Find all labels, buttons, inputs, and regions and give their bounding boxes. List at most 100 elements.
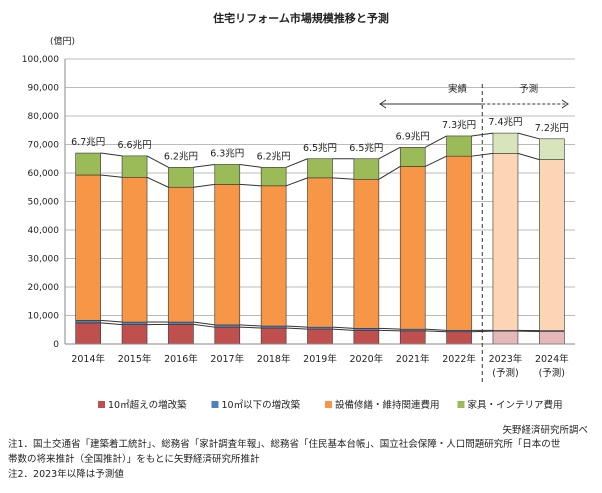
x-tick-label: 2017年 [210, 353, 244, 365]
total-label: 7.4兆円 [488, 117, 522, 128]
y-tick-label: 0 [53, 340, 59, 350]
x-tick-sublabel: (予測) [539, 367, 565, 379]
series-connector-line [100, 152, 123, 157]
bar-segment [446, 135, 472, 157]
series-connector-line [378, 329, 401, 332]
legend-swatch [325, 401, 332, 408]
x-tick-label: 2015年 [118, 353, 152, 365]
total-label: 6.9兆円 [396, 131, 430, 142]
series-connector-line [425, 330, 447, 333]
y-tick-label: 20,000 [28, 283, 60, 293]
total-label: 6.2兆円 [164, 151, 198, 162]
bar-segment [260, 327, 287, 345]
x-tick-label: 2023年 [489, 353, 523, 365]
source-text: 矢野経済研究所調べ [502, 425, 588, 436]
legend-label: 10㎡超えの増改築 [108, 399, 187, 411]
bar-segment [307, 177, 333, 328]
bar-segment [307, 328, 333, 345]
bar-segment [539, 331, 565, 345]
legend-label: 家具・インテリア費用 [468, 399, 563, 411]
note-1: 注1．国土交通省「建築着工統計」、総務省「家計調査年報」、総務省「住民基本台帳」… [8, 439, 561, 450]
bar-segment [75, 152, 101, 176]
bar-segment [539, 159, 565, 331]
series-connector-line [285, 158, 308, 168]
series-connector-line [193, 163, 215, 168]
bar-segment [353, 330, 380, 345]
bar-segment [121, 324, 148, 345]
x-tick-label: 2020年 [350, 353, 384, 365]
y-tick-label: 100,000 [22, 55, 59, 65]
series-connector-line [239, 324, 262, 327]
series-connector-line [286, 325, 308, 328]
legend-swatch [211, 401, 219, 408]
series-connector-line [100, 174, 123, 178]
bar-segment [168, 324, 194, 345]
series-connector-line [239, 163, 262, 168]
bar-segment [214, 326, 241, 345]
actual-annotation: 実績 [448, 83, 468, 95]
bar-segment [121, 155, 148, 178]
series-connector-line [239, 326, 262, 329]
total-label: 6.2兆円 [257, 151, 291, 162]
series-connector-line [332, 328, 354, 331]
bar-segment [353, 158, 380, 180]
bar-segment [399, 330, 426, 345]
bar-segment [399, 147, 426, 167]
forecast-annotation: 予測 [519, 83, 538, 95]
bar-segment [399, 166, 426, 330]
legend-swatch [98, 401, 105, 408]
series-connector-line [146, 155, 169, 168]
bar-segment [353, 178, 380, 329]
bar-segment [75, 174, 101, 321]
series-connector-line [100, 322, 123, 326]
series-connector-line [239, 183, 262, 187]
bar-segment [75, 320, 101, 324]
bar-segment [492, 132, 519, 154]
series-connector-line [332, 177, 354, 180]
bar-segment [214, 164, 241, 185]
arrow-left-icon [379, 99, 387, 109]
bar-segment [492, 153, 519, 331]
series-connector-line [193, 321, 215, 326]
legend-label: 10㎡以下の増改築 [222, 399, 301, 411]
series-connector-line [100, 319, 123, 323]
bar-segment [446, 331, 472, 345]
legend-label: 設備修繕・維持関連費用 [335, 399, 440, 411]
y-axis-label: (億円) [50, 35, 75, 47]
series-connector-line [424, 135, 447, 148]
arrow-right-icon [561, 99, 569, 109]
note-3: 注2．2023年以降は予測値 [8, 469, 124, 480]
series-connector-line [425, 328, 447, 331]
total-label: 7.2兆円 [535, 123, 569, 134]
y-tick-label: 40,000 [28, 226, 60, 236]
bar-segment [307, 158, 333, 179]
total-label: 6.3兆円 [210, 148, 244, 159]
bar-segment [168, 321, 194, 325]
y-tick-label: 60,000 [28, 169, 60, 179]
series-connector-line [193, 183, 215, 188]
series-connector-line [193, 323, 215, 328]
y-tick-label: 90,000 [28, 84, 60, 94]
x-tick-label: 2024年 [535, 353, 569, 365]
total-label: 6.5兆円 [349, 143, 383, 154]
series-connector-line [517, 132, 540, 140]
bar-segment [168, 186, 194, 323]
series-connector-line [378, 146, 401, 160]
bar-segment [539, 138, 565, 160]
total-label: 6.6兆円 [117, 140, 151, 151]
note-2: 帯数の将来推計（全国推計）」をもとに矢野経済研究所推計 [8, 454, 260, 465]
y-tick-label: 70,000 [28, 141, 60, 151]
bar-segment [214, 324, 241, 328]
y-tick-label: 80,000 [28, 112, 60, 122]
series-connector-line [285, 177, 308, 187]
x-tick-label: 2016年 [164, 353, 198, 365]
chart-title: 住宅リフォーム市場規模推移と予測 [213, 11, 389, 25]
x-tick-label: 2021年 [396, 353, 430, 365]
chart: 住宅リフォーム市場規模推移と予測 (億円) 0 10,000 20,000 30,000 4… [22, 11, 575, 411]
bar-segment [260, 167, 287, 187]
series-connector-line [332, 326, 354, 329]
x-tick-label: 2014年 [71, 353, 105, 365]
x-tick-sublabel: (予測) [492, 367, 518, 379]
bar-segment [446, 155, 472, 331]
